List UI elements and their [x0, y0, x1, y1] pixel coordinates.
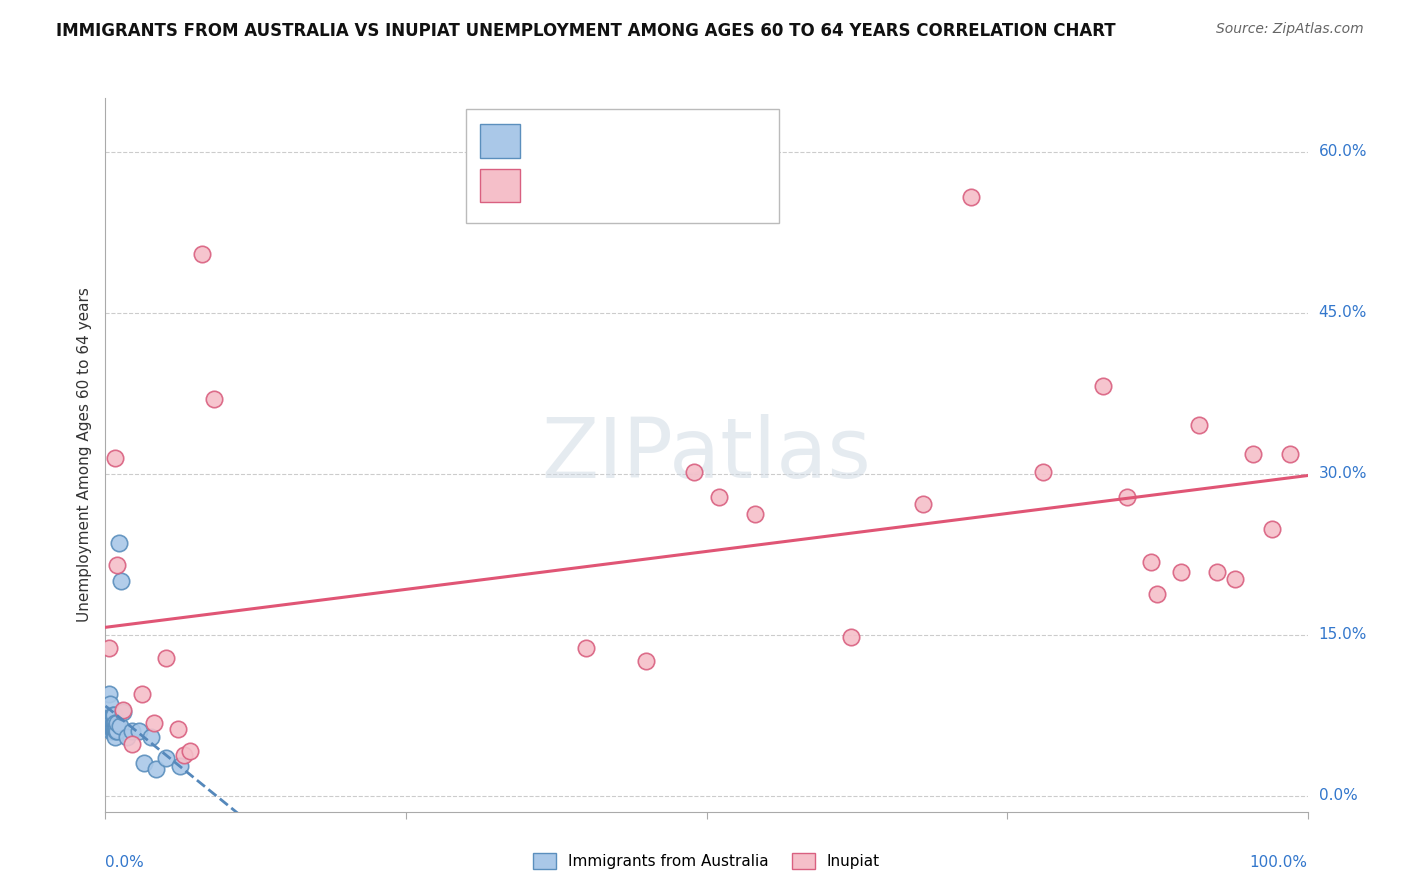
Point	[98, 698, 121, 712]
Point	[139, 730, 162, 744]
Point	[101, 708, 124, 723]
Text: 30.0%: 30.0%	[1319, 467, 1367, 481]
Point	[169, 758, 191, 772]
Point	[155, 751, 177, 765]
Point	[98, 719, 121, 733]
Point	[142, 715, 165, 730]
Text: 0.380: 0.380	[576, 177, 623, 194]
Point	[101, 722, 124, 736]
Text: N =: N =	[623, 132, 669, 150]
Point	[108, 719, 131, 733]
Point	[202, 392, 225, 406]
Text: N =: N =	[623, 177, 669, 194]
Point	[112, 703, 135, 717]
Point	[839, 630, 862, 644]
Point	[101, 724, 124, 739]
Point	[121, 737, 143, 751]
Point	[166, 722, 188, 736]
Point	[115, 730, 138, 744]
Point	[128, 724, 150, 739]
Point	[105, 724, 128, 739]
Point	[1032, 465, 1054, 479]
Point	[97, 708, 120, 723]
Point	[1092, 378, 1115, 392]
Point	[98, 640, 121, 655]
Point	[98, 687, 121, 701]
Point	[132, 756, 155, 771]
Point	[1243, 447, 1265, 461]
Text: 0.0%: 0.0%	[1319, 789, 1357, 803]
Legend: Immigrants from Australia, Inupiat: Immigrants from Australia, Inupiat	[527, 847, 886, 875]
Point	[100, 724, 122, 739]
Point	[1140, 555, 1163, 569]
Text: 33: 33	[668, 177, 689, 194]
Point	[1278, 447, 1301, 461]
Point	[1188, 418, 1211, 433]
Text: -0.004: -0.004	[576, 132, 628, 150]
Text: 100.0%: 100.0%	[1250, 855, 1308, 870]
Point	[103, 708, 125, 723]
Point	[100, 710, 122, 724]
Text: Source: ZipAtlas.com: Source: ZipAtlas.com	[1216, 22, 1364, 37]
Point	[1170, 566, 1192, 580]
Point	[104, 724, 127, 739]
Point	[112, 705, 135, 719]
Point	[105, 719, 128, 733]
Point	[1116, 491, 1139, 505]
Text: 35: 35	[668, 132, 689, 150]
Text: 60.0%: 60.0%	[1319, 145, 1367, 160]
Text: IMMIGRANTS FROM AUSTRALIA VS INUPIAT UNEMPLOYMENT AMONG AGES 60 TO 64 YEARS CORR: IMMIGRANTS FROM AUSTRALIA VS INUPIAT UNE…	[56, 22, 1116, 40]
Text: R =: R =	[534, 132, 569, 150]
Point	[575, 640, 598, 655]
Point	[103, 724, 125, 739]
Point	[105, 722, 128, 736]
Point	[911, 497, 934, 511]
Point	[104, 730, 127, 744]
Point	[636, 655, 658, 669]
Point	[131, 687, 153, 701]
Point	[101, 715, 124, 730]
Point	[1260, 523, 1282, 537]
Point	[155, 651, 177, 665]
Point	[190, 246, 212, 260]
Point	[110, 574, 132, 588]
Point	[107, 536, 129, 550]
Point	[173, 747, 195, 762]
Text: ZIPatlas: ZIPatlas	[541, 415, 872, 495]
Point	[145, 762, 167, 776]
Point	[100, 715, 122, 730]
Point	[107, 558, 129, 572]
Point	[179, 743, 201, 757]
Point	[707, 491, 730, 505]
Point	[104, 715, 127, 730]
Point	[1206, 566, 1229, 580]
Point	[1146, 587, 1168, 601]
Y-axis label: Unemployment Among Ages 60 to 64 years: Unemployment Among Ages 60 to 64 years	[76, 287, 91, 623]
Point	[107, 715, 129, 730]
Point	[744, 508, 766, 522]
Text: 15.0%: 15.0%	[1319, 627, 1367, 642]
Point	[103, 722, 125, 736]
Text: 45.0%: 45.0%	[1319, 305, 1367, 320]
Point	[960, 190, 983, 204]
Point	[683, 465, 706, 479]
Point	[107, 724, 129, 739]
Point	[121, 724, 143, 739]
Point	[103, 715, 125, 730]
Text: 0.0%: 0.0%	[105, 855, 145, 870]
Point	[104, 450, 127, 465]
Text: R =: R =	[534, 177, 569, 194]
Point	[1225, 572, 1247, 586]
